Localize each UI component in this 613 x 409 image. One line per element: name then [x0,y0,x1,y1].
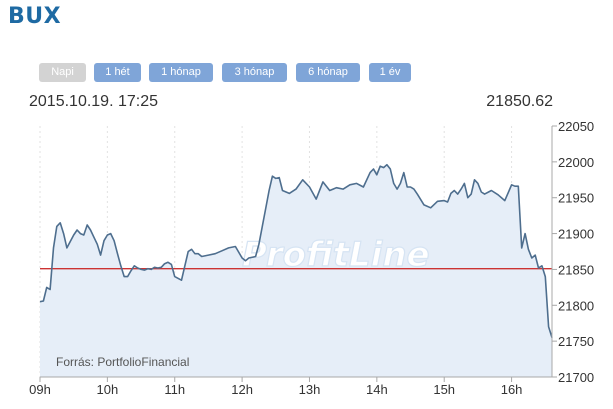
x-tick-label: 12h [231,382,253,397]
y-tick-label: 21850 [558,262,594,277]
x-tick-label: 16h [501,382,523,397]
x-tick-label: 10h [97,382,119,397]
source-label: Forrás: PortfolioFinancial [56,355,189,369]
y-tick-label: 21700 [558,370,594,385]
x-axis-ticks: 09h 10h 11h 12h 13h 14h 15h 16h [29,377,522,397]
range-button-1-het[interactable]: 1 hét [94,63,141,82]
series-line [39,163,553,338]
x-tick-label: 15h [433,382,455,397]
range-button-1-honap[interactable]: 1 hónap [149,63,213,82]
current-datetime: 2015.10.19. 17:25 [29,93,159,110]
range-button-6-honap[interactable]: 6 hónap [296,63,360,82]
x-tick-label: 14h [366,382,388,397]
x-tick-label: 11h [164,382,185,397]
x-tick-label: 13h [299,382,321,397]
y-tick-label: 22050 [558,119,594,134]
y-tick-label: 21800 [558,298,594,313]
range-button-1-ev[interactable]: 1 év [369,63,411,82]
series-area [40,164,552,377]
y-tick-label: 21950 [558,191,594,206]
range-button-3-honap[interactable]: 3 hónap [222,63,287,82]
y-tick-label: 21900 [558,227,594,242]
y-axis-ticks: 21700 21750 21800 21850 21900 21950 22000 22050 [552,119,594,385]
current-value: 21850.62 [486,93,553,110]
range-button-napi: Napi [39,63,86,82]
index-title: BUX [8,4,62,29]
y-tick-label: 22000 [558,155,594,170]
y-tick-label: 21750 [558,334,594,349]
x-tick-label: 09h [29,382,51,397]
